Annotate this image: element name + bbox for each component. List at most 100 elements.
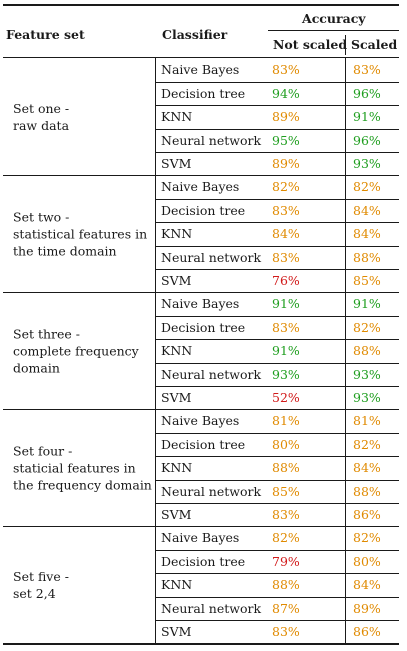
classifier-cell: Naive Bayes bbox=[161, 179, 240, 194]
feature-group: Set five - set 2,4 Naive Bayes 82% 82% Decisi… bbox=[0, 526, 400, 643]
feature-set-line: Set five - bbox=[13, 568, 69, 584]
feature-group: Set four - staticial features in the frequ… bbox=[0, 409, 400, 526]
row-separator bbox=[155, 198, 399, 200]
row-separator bbox=[155, 269, 399, 271]
scaled-cell: 80% bbox=[353, 553, 381, 569]
not-scaled-cell: 93% bbox=[272, 366, 300, 382]
accuracy-underline bbox=[268, 30, 399, 31]
classifier-border bbox=[155, 292, 156, 409]
row-separator bbox=[155, 573, 399, 575]
classifier-cell: Decision tree bbox=[161, 85, 246, 101]
feature-set-label: Set two - statistical features in the time… bbox=[13, 208, 148, 259]
classifier-cell: Neural network bbox=[161, 366, 262, 382]
classifier-cell: Neural network bbox=[161, 483, 262, 499]
row-separator bbox=[155, 620, 399, 622]
classifier-cell: SVM bbox=[161, 156, 192, 172]
not-scaled-cell: 80% bbox=[272, 436, 300, 452]
group-separator bbox=[3, 292, 399, 293]
feature-set-line: set 2,4 bbox=[13, 585, 56, 601]
feature-set-line: raw data bbox=[13, 117, 70, 133]
not-scaled-cell: 83% bbox=[272, 624, 300, 640]
classifier-cell: Decision tree bbox=[161, 202, 246, 218]
classifier-cell: KNN bbox=[161, 109, 193, 125]
feature-set-label: Set five - set 2,4 bbox=[13, 568, 148, 602]
feature-group: Set three - complete frequency domain Naive… bbox=[0, 292, 400, 409]
not-scaled-cell: 89% bbox=[272, 156, 300, 172]
classifier-cell: Neural network bbox=[161, 132, 262, 148]
feature-set-line: Set two - bbox=[13, 209, 70, 224]
not-scaled-cell: 83% bbox=[272, 249, 300, 265]
scaled-cell: 82% bbox=[353, 319, 381, 335]
table-row: Neural network 95% 96% bbox=[0, 129, 400, 153]
row-separator bbox=[155, 315, 399, 317]
classifier-cell: Decision tree bbox=[161, 553, 246, 569]
classifier-border bbox=[155, 409, 156, 526]
classifier-border bbox=[155, 58, 156, 175]
row-separator bbox=[155, 596, 399, 598]
row-separator bbox=[155, 128, 399, 130]
not-scaled-cell: 83% bbox=[272, 202, 300, 218]
feature-set-line: Set three - bbox=[13, 326, 80, 341]
not-scaled-cell: 79% bbox=[272, 553, 300, 569]
feature-set-label: Set one - raw data bbox=[13, 100, 148, 134]
table-row: Naive Bayes 91% 91% bbox=[0, 292, 400, 316]
table-row: Neural network 87% 89% bbox=[0, 597, 400, 621]
table-row: KNN 91% 88% bbox=[0, 339, 400, 363]
row-separator bbox=[155, 503, 399, 505]
scaled-cell: 83% bbox=[353, 62, 381, 77]
table-top-rule bbox=[3, 4, 399, 6]
scaled-divider bbox=[345, 292, 346, 409]
feature-set-line: domain bbox=[13, 360, 60, 375]
classifier-cell: SVM bbox=[161, 507, 192, 523]
header-accuracy: Accuracy bbox=[302, 11, 366, 26]
table-row: Decision tree 83% 84% bbox=[0, 199, 400, 223]
classifier-cell: Neural network bbox=[161, 600, 262, 616]
row-separator bbox=[155, 479, 399, 481]
not-scaled-cell: 76% bbox=[272, 273, 300, 289]
header-feature-set: Feature set bbox=[6, 27, 85, 42]
scaled-cell: 96% bbox=[353, 132, 381, 148]
scaled-cell: 93% bbox=[353, 156, 381, 172]
feature-set-line: Set one - bbox=[13, 100, 70, 116]
feature-group: Set one - raw data Naive Bayes 83% 83% Decisi… bbox=[0, 58, 400, 175]
classifier-cell: Neural network bbox=[161, 249, 262, 265]
classifier-cell: Naive Bayes bbox=[161, 413, 240, 428]
classifier-cell: Decision tree bbox=[161, 436, 246, 452]
not-scaled-cell: 85% bbox=[272, 483, 300, 499]
table-row: Neural network 93% 93% bbox=[0, 363, 400, 387]
classifier-cell: KNN bbox=[161, 343, 193, 359]
feature-set-label: Set four - staticial features in the frequ… bbox=[13, 442, 152, 493]
classifier-cell: Decision tree bbox=[161, 319, 246, 335]
table-row: KNN 84% 84% bbox=[0, 222, 400, 246]
not-scaled-cell: 82% bbox=[272, 530, 300, 545]
header-bottom-rule bbox=[3, 57, 399, 58]
row-separator bbox=[155, 339, 399, 341]
scaled-cell: 93% bbox=[353, 366, 381, 382]
not-scaled-cell: 81% bbox=[272, 413, 300, 428]
classifier-cell: KNN bbox=[161, 577, 193, 593]
row-separator bbox=[155, 152, 399, 154]
feature-set-line: complete frequency bbox=[13, 343, 139, 358]
classifier-border bbox=[155, 526, 156, 643]
not-scaled-cell: 83% bbox=[272, 62, 300, 77]
group-separator bbox=[3, 409, 399, 410]
scaled-cell: 96% bbox=[353, 85, 381, 101]
scaled-cell: 82% bbox=[353, 530, 381, 545]
table-row: Naive Bayes 81% 81% bbox=[0, 409, 400, 433]
classifier-cell: SVM bbox=[161, 624, 192, 640]
classifier-cell: SVM bbox=[161, 273, 192, 289]
feature-group: Set two - statistical features in the time… bbox=[0, 175, 400, 292]
row-separator bbox=[155, 549, 399, 551]
header-classifier: Classifier bbox=[162, 27, 228, 42]
table-row: Neural network 83% 88% bbox=[0, 246, 400, 270]
feature-set-line: statistical features in bbox=[13, 226, 148, 241]
scaled-cell: 84% bbox=[353, 577, 381, 593]
scaled-cell: 82% bbox=[353, 179, 381, 194]
feature-set-line: staticial features in bbox=[13, 460, 136, 475]
row-separator bbox=[155, 105, 399, 107]
classifier-cell: Naive Bayes bbox=[161, 62, 240, 77]
table-row: Decision tree 79% 80% bbox=[0, 550, 400, 574]
scaled-cell: 82% bbox=[353, 436, 381, 452]
row-separator bbox=[155, 432, 399, 434]
scaled-cell: 86% bbox=[353, 507, 381, 523]
